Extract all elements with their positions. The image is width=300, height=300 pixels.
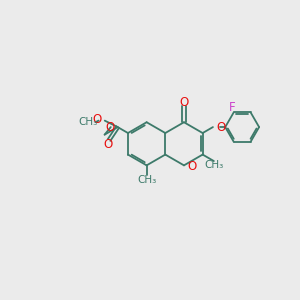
- Text: O: O: [103, 138, 112, 151]
- Text: F: F: [229, 100, 236, 113]
- Text: O: O: [92, 113, 102, 126]
- Text: O: O: [179, 96, 189, 109]
- Text: CH₃: CH₃: [137, 175, 156, 185]
- Text: O: O: [216, 121, 225, 134]
- Text: CH₃: CH₃: [204, 160, 224, 170]
- Text: O: O: [188, 160, 197, 173]
- Text: CH₃: CH₃: [78, 117, 98, 127]
- Text: O: O: [105, 121, 115, 134]
